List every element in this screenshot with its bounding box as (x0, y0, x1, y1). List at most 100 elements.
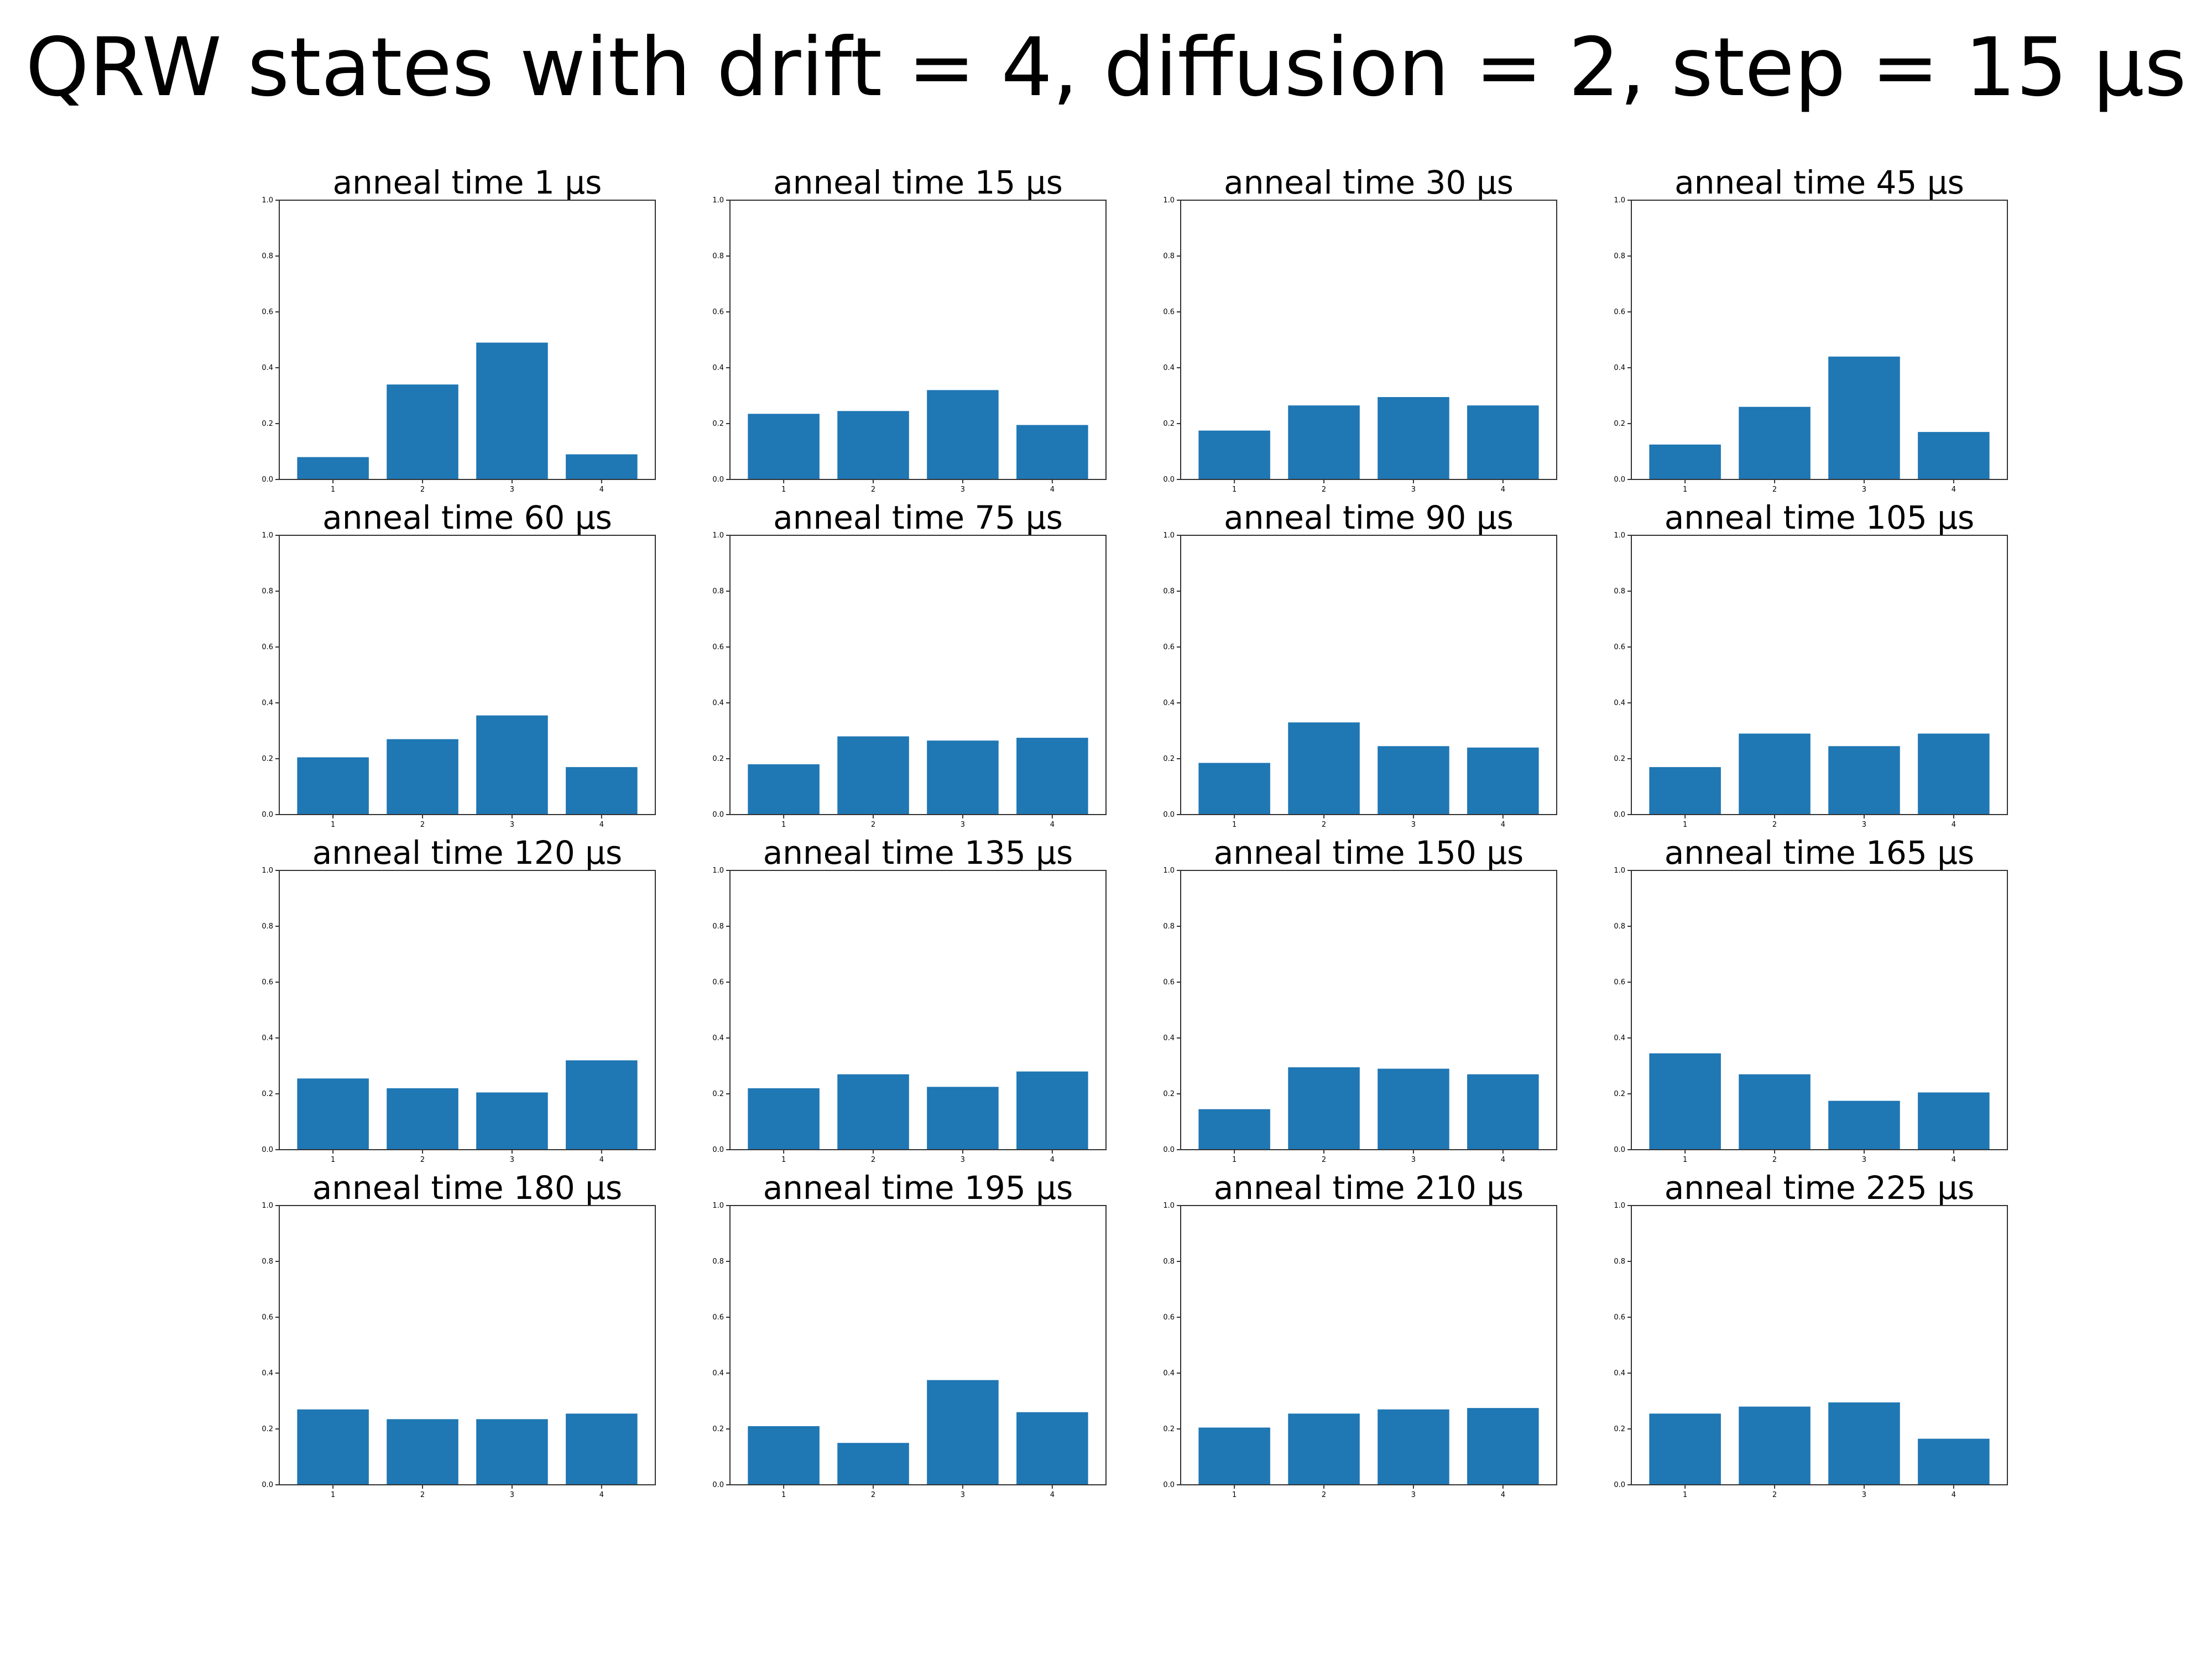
x-tick-label: 3 (1411, 486, 1416, 494)
subplot-title: anneal time 60 μs (322, 499, 612, 536)
bar (748, 1088, 820, 1150)
bar (1288, 405, 1360, 479)
subplot: anneal time 90 μs 0.0 0.2 0.4 0.6 0.8 1.0 1 2 3 4 (1163, 499, 1557, 829)
x-tick-label: 4 (1952, 1491, 1956, 1499)
y-tick-label: 0.6 (1163, 978, 1175, 987)
axes-frame (1180, 870, 1557, 1150)
y-tick-label: 0.2 (262, 755, 273, 763)
x-tick-label: 2 (420, 821, 425, 829)
x-tick-label: 2 (1772, 1491, 1777, 1499)
y-tick-label: 0.6 (1614, 1313, 1625, 1322)
subplot: anneal time 180 μs 0.0 0.2 0.4 0.6 0.8 1.0 1 2 3 4 (262, 1169, 656, 1499)
bar (1467, 1074, 1539, 1150)
x-tick-label: 1 (1683, 1156, 1687, 1164)
x-tick-label: 2 (1772, 821, 1777, 829)
y-tick-label: 1.0 (1614, 867, 1625, 875)
bar (1918, 1092, 1990, 1150)
y-tick-label: 0.2 (1614, 420, 1625, 428)
x-tick-label: 4 (599, 486, 604, 494)
subplot: anneal time 120 μs 0.0 0.2 0.4 0.6 0.8 1.0 1 2 3 4 (262, 834, 656, 1164)
y-tick-label: 0.8 (1614, 252, 1625, 260)
bar (1198, 763, 1270, 815)
y-tick-label: 0.0 (262, 476, 273, 484)
y-tick-label: 0.4 (1163, 364, 1175, 372)
x-tick-label: 3 (510, 1491, 514, 1499)
bar (1828, 1100, 1900, 1150)
x-tick-label: 4 (599, 1491, 604, 1499)
x-tick-label: 4 (1050, 486, 1055, 494)
subplot: anneal time 165 μs 0.0 0.2 0.4 0.6 0.8 1.0 1 2 3 4 (1614, 834, 2008, 1164)
x-tick-label: 4 (1952, 486, 1956, 494)
x-tick-label: 1 (781, 1156, 786, 1164)
x-tick-label: 4 (599, 1156, 604, 1164)
y-tick-label: 0.6 (1614, 643, 1625, 651)
y-tick-label: 0.0 (1163, 1481, 1175, 1489)
y-tick-label: 1.0 (1614, 531, 1625, 540)
y-tick-label: 0.4 (1614, 1034, 1625, 1042)
y-tick-label: 0.8 (262, 587, 273, 596)
subplot: anneal time 150 μs 0.0 0.2 0.4 0.6 0.8 1.0 1 2 3 4 (1163, 834, 1557, 1164)
y-tick-label: 0.2 (1163, 420, 1175, 428)
x-tick-label: 3 (1862, 486, 1866, 494)
subplot: anneal time 30 μs 0.0 0.2 0.4 0.6 0.8 1.0 1 2 3 4 (1163, 164, 1557, 494)
y-tick-label: 0.8 (1163, 922, 1175, 931)
y-tick-label: 0.2 (712, 420, 724, 428)
y-tick-label: 0.6 (1163, 643, 1175, 651)
x-tick-label: 2 (871, 486, 875, 494)
subplot: anneal time 195 μs 0.0 0.2 0.4 0.6 0.8 1.0 1 2 3 4 (712, 1169, 1107, 1499)
x-tick-label: 4 (1501, 1156, 1505, 1164)
bar (1739, 733, 1811, 815)
y-tick-label: 0.2 (1614, 1090, 1625, 1098)
y-tick-label: 1.0 (262, 531, 273, 540)
y-tick-label: 0.0 (712, 1481, 724, 1489)
axes-frame (279, 535, 656, 815)
x-tick-label: 1 (1683, 1491, 1687, 1499)
y-tick-label: 0.2 (1614, 755, 1625, 763)
x-tick-label: 3 (961, 1156, 965, 1164)
x-tick-label: 1 (1232, 1156, 1237, 1164)
y-tick-label: 0.8 (262, 1258, 273, 1266)
x-tick-label: 2 (1322, 1156, 1326, 1164)
y-tick-label: 0.6 (1163, 1313, 1175, 1322)
bar (387, 739, 458, 815)
x-tick-label: 3 (1862, 821, 1866, 829)
y-tick-label: 0.0 (1163, 1146, 1175, 1154)
subplot: anneal time 105 μs 0.0 0.2 0.4 0.6 0.8 1.0 1 2 3 4 (1614, 499, 2008, 829)
subplot: anneal time 15 μs 0.0 0.2 0.4 0.6 0.8 1.0 1 2 3 4 (712, 164, 1107, 494)
bar (1918, 432, 1990, 479)
subplot-title: anneal time 210 μs (1214, 1169, 1524, 1207)
y-tick-label: 1.0 (1614, 196, 1625, 205)
bar (927, 1087, 999, 1150)
axes-frame (1631, 535, 2008, 815)
y-tick-label: 0.4 (1614, 1369, 1625, 1378)
x-tick-label: 4 (1952, 821, 1956, 829)
bar (476, 1092, 548, 1150)
y-tick-label: 0.0 (1614, 811, 1625, 819)
y-tick-label: 0.4 (1614, 364, 1625, 372)
y-tick-label: 0.4 (262, 364, 273, 372)
y-tick-label: 0.8 (262, 252, 273, 260)
y-tick-label: 0.4 (1614, 699, 1625, 707)
axes-frame (729, 535, 1107, 815)
subplot: anneal time 45 μs 0.0 0.2 0.4 0.6 0.8 1.0 1 2 3 4 (1614, 164, 2008, 494)
bar (748, 764, 820, 815)
y-tick-label: 0.0 (1163, 811, 1175, 819)
bar (1918, 1438, 1990, 1485)
bar (1649, 1053, 1721, 1150)
y-tick-label: 0.0 (1614, 476, 1625, 484)
subplot-title: anneal time 195 μs (763, 1169, 1073, 1207)
bar (566, 1413, 638, 1485)
x-tick-label: 4 (1050, 1491, 1055, 1499)
subplot-title: anneal time 105 μs (1665, 499, 1975, 536)
y-tick-label: 0.0 (712, 476, 724, 484)
y-tick-label: 0.0 (262, 1146, 273, 1154)
axes-frame (1180, 200, 1557, 480)
subplot-title: anneal time 30 μs (1224, 164, 1514, 201)
y-tick-label: 0.6 (712, 308, 724, 316)
axes-frame (729, 1205, 1107, 1485)
x-tick-label: 1 (1683, 821, 1687, 829)
x-tick-label: 4 (1050, 821, 1055, 829)
subplot-title: anneal time 15 μs (773, 164, 1063, 201)
y-tick-label: 0.8 (712, 1258, 724, 1266)
